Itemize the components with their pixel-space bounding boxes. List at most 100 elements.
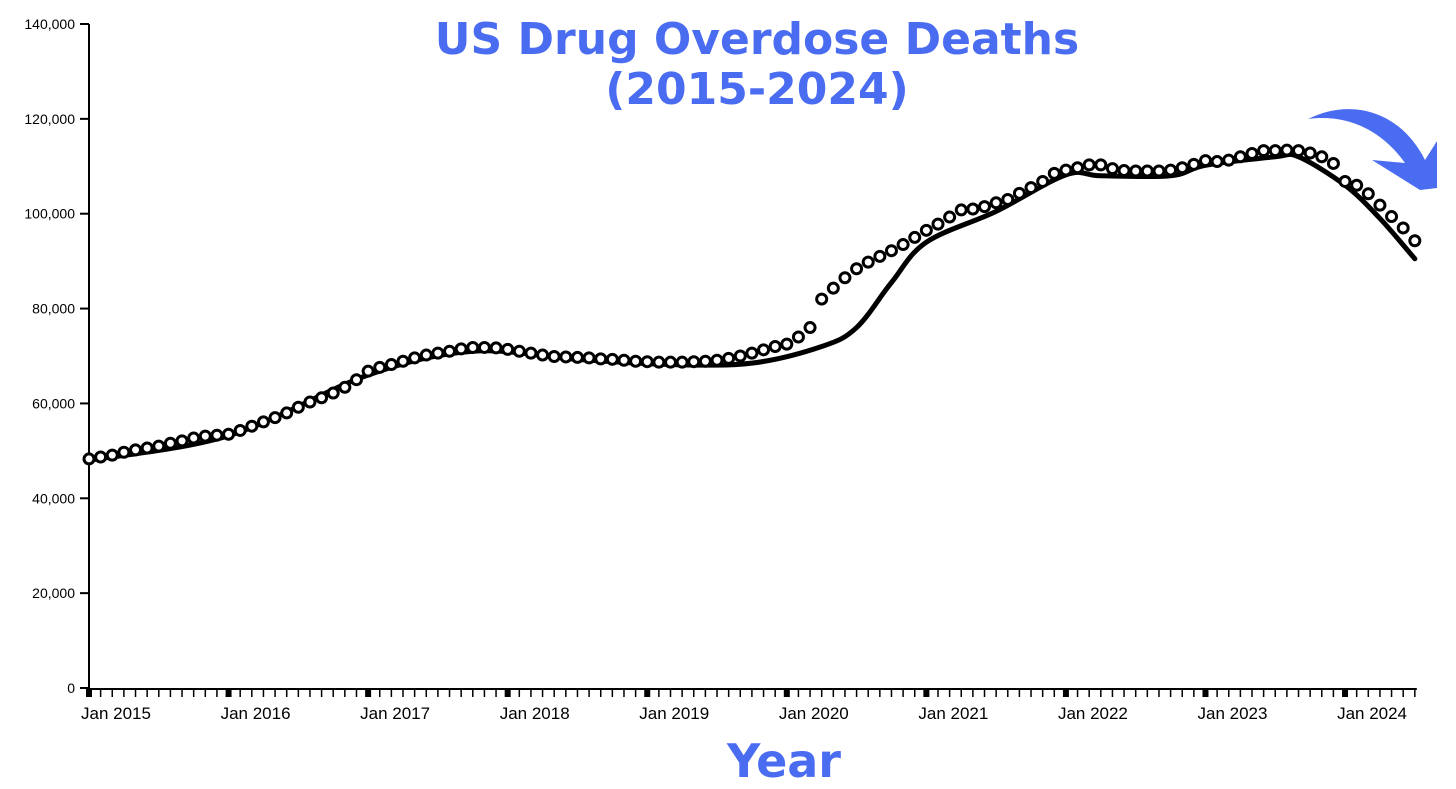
data-point — [1140, 164, 1154, 178]
x-tick-label: Jan 2018 — [500, 704, 570, 723]
data-point — [536, 348, 550, 362]
data-point — [361, 364, 375, 378]
x-tick-label: Jan 2022 — [1058, 704, 1128, 723]
y-tick-label: 140,000 — [24, 16, 75, 32]
data-point — [315, 391, 329, 405]
data-point — [338, 380, 352, 394]
data-point — [1059, 163, 1073, 177]
x-tick-label: Jan 2021 — [918, 704, 988, 723]
data-points — [82, 143, 1422, 466]
y-tick-label: 20,000 — [32, 585, 75, 601]
data-point — [1198, 154, 1212, 168]
data-point — [268, 411, 282, 425]
data-point — [1001, 192, 1015, 206]
data-point — [547, 349, 561, 363]
data-point — [140, 441, 154, 455]
data-point — [745, 346, 759, 360]
data-point — [105, 448, 119, 462]
data-point — [82, 452, 96, 466]
data-point — [1361, 187, 1375, 201]
data-point — [1024, 181, 1038, 195]
data-point — [1385, 210, 1399, 224]
data-point — [733, 349, 747, 363]
y-tick-label: 100,000 — [24, 206, 75, 222]
data-point — [431, 346, 445, 360]
data-point — [1408, 234, 1422, 248]
data-point — [280, 406, 294, 420]
data-point — [919, 223, 933, 237]
data-point — [1280, 143, 1294, 157]
data-point — [129, 443, 143, 457]
data-point — [1047, 166, 1061, 180]
x-major-tick — [504, 688, 511, 697]
x-tick-label: Jan 2023 — [1198, 704, 1268, 723]
x-tick-label: Jan 2020 — [779, 704, 849, 723]
data-point — [617, 353, 631, 367]
data-point — [1315, 150, 1329, 164]
data-point — [931, 217, 945, 231]
x-tick-label: Jan 2019 — [639, 704, 709, 723]
data-point — [245, 419, 259, 433]
data-point — [664, 355, 677, 369]
data-point — [826, 281, 840, 295]
y-tick-label: 60,000 — [32, 395, 75, 411]
x-tick-label: Jan 2016 — [221, 704, 291, 723]
title-line-1: US Drug Overdose Deaths — [435, 14, 1079, 65]
data-point — [443, 344, 457, 358]
x-major-tick — [365, 688, 372, 697]
data-point — [791, 330, 805, 344]
data-point — [396, 354, 410, 368]
data-point — [884, 244, 898, 258]
data-point — [1036, 174, 1050, 188]
data-point — [454, 342, 468, 356]
data-point — [210, 428, 224, 442]
data-point — [1187, 157, 1201, 171]
data-point — [1082, 158, 1096, 172]
data-point — [780, 337, 794, 351]
x-major-tick — [783, 688, 790, 697]
data-point — [675, 355, 689, 369]
downward-arrow-icon — [1308, 109, 1437, 190]
data-point — [1292, 144, 1306, 158]
data-point — [384, 358, 398, 372]
data-point — [1350, 178, 1364, 192]
data-point — [1129, 164, 1143, 178]
x-tick-label: Jan 2024 — [1337, 704, 1407, 723]
data-point — [1175, 161, 1189, 175]
x-major-tick — [225, 688, 232, 697]
data-point — [373, 360, 387, 374]
data-point — [687, 355, 701, 369]
data-point — [477, 340, 491, 354]
data-point — [1105, 162, 1119, 176]
data-point — [233, 423, 247, 437]
data-point — [570, 350, 584, 364]
data-point — [850, 262, 864, 276]
data-point — [838, 271, 852, 285]
data-point — [1245, 146, 1259, 160]
data-point — [710, 353, 724, 367]
data-point — [1373, 198, 1387, 212]
data-point — [605, 352, 619, 366]
data-point — [198, 429, 212, 443]
y-axis: 0 20,000 40,000 60,000 80,000 100,000 120,000 1… — [24, 16, 90, 696]
data-point — [1233, 150, 1247, 164]
data-point — [256, 415, 270, 429]
data-point — [419, 348, 433, 362]
data-point — [954, 203, 968, 217]
x-major-tick — [923, 688, 930, 697]
data-point — [757, 343, 771, 357]
data-point — [1071, 161, 1085, 175]
data-point — [489, 341, 503, 355]
data-point — [989, 196, 1003, 210]
x-major-tick — [1342, 688, 1349, 697]
data-point — [861, 255, 875, 269]
data-point — [408, 351, 422, 365]
data-point — [1152, 164, 1166, 178]
data-point — [1326, 156, 1340, 170]
data-point — [1303, 146, 1317, 160]
data-point — [873, 249, 887, 263]
data-point — [582, 351, 596, 365]
data-point — [966, 202, 980, 216]
y-tick-label: 0 — [67, 680, 75, 696]
